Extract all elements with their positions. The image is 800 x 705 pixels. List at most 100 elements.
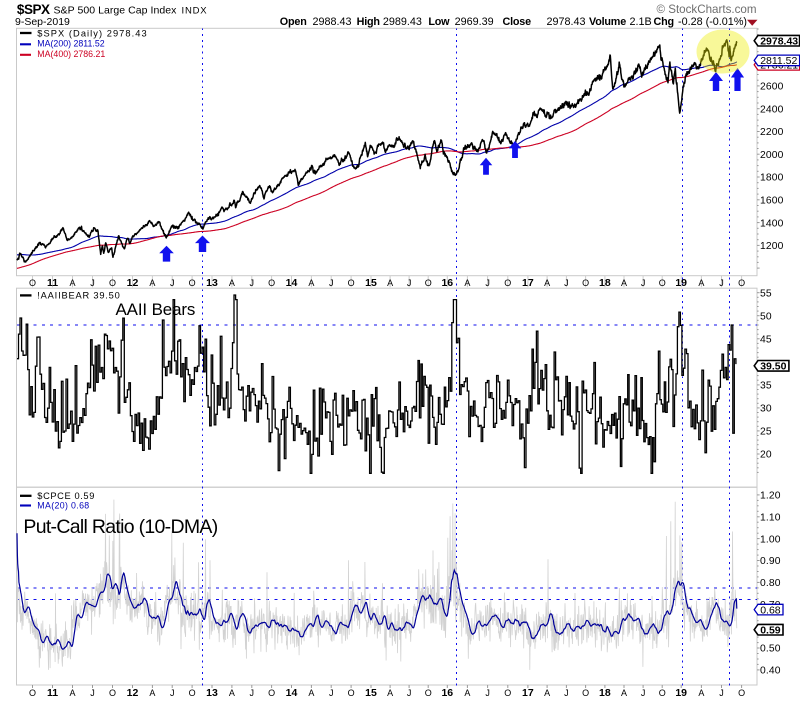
svg-text:9-Sep-2019: 9-Sep-2019 [15, 16, 70, 28]
svg-text:J: J [250, 278, 255, 288]
svg-text:2.1B: 2.1B [630, 16, 652, 28]
svg-text:O: O [582, 688, 589, 698]
svg-text:Volume: Volume [589, 16, 626, 28]
svg-text:50: 50 [760, 311, 772, 322]
svg-text:A: A [229, 278, 235, 288]
svg-text:19: 19 [675, 687, 687, 699]
svg-text:O: O [348, 688, 355, 698]
svg-text:14: 14 [286, 687, 298, 699]
svg-text:J: J [250, 688, 255, 698]
svg-text:O: O [738, 278, 745, 288]
svg-text:O: O [189, 688, 196, 698]
svg-text:J: J [485, 688, 490, 698]
svg-text:A: A [544, 278, 550, 288]
svg-text:A: A [464, 278, 470, 288]
svg-text:A: A [464, 688, 470, 698]
svg-text:J: J [90, 278, 95, 288]
svg-text:J: J [170, 278, 175, 288]
svg-text:20: 20 [760, 450, 772, 461]
svg-text:A: A [308, 278, 314, 288]
svg-text:Put-Call Ratio (10-DMA): Put-Call Ratio (10-DMA) [23, 516, 217, 538]
svg-text:A: A [69, 278, 75, 288]
svg-text:$SPX (Daily) 2978.43: $SPX (Daily) 2978.43 [37, 29, 147, 39]
svg-text:35: 35 [760, 381, 772, 392]
svg-text:13: 13 [206, 687, 218, 699]
svg-text:1800: 1800 [760, 173, 784, 184]
svg-text:25: 25 [760, 427, 772, 438]
svg-text:O: O [659, 688, 666, 698]
svg-text:O: O [189, 278, 196, 288]
svg-text:J: J [170, 688, 175, 698]
svg-text:2000: 2000 [760, 150, 784, 161]
svg-text:J: J [407, 688, 412, 698]
svg-text:1.20: 1.20 [760, 491, 781, 502]
svg-text:J: J [641, 688, 646, 698]
svg-text:0.90: 0.90 [760, 556, 781, 567]
svg-text:Close: Close [503, 16, 532, 28]
svg-text:J: J [564, 278, 569, 288]
svg-text:2978.43: 2978.43 [547, 16, 586, 28]
svg-text:18: 18 [599, 687, 611, 699]
svg-text:13: 13 [206, 277, 218, 289]
svg-text:O: O [504, 688, 511, 698]
svg-text:O: O [348, 278, 355, 288]
svg-text:1.00: 1.00 [760, 534, 781, 545]
svg-text:14: 14 [286, 277, 298, 289]
svg-text:2969.39: 2969.39 [455, 16, 494, 28]
svg-text:-0.28 (-0.01%): -0.28 (-0.01%) [678, 16, 747, 28]
svg-text:17: 17 [522, 277, 534, 289]
svg-text:Chg: Chg [654, 16, 674, 28]
svg-text:A: A [149, 688, 155, 698]
svg-text:$SPX: $SPX [17, 2, 50, 17]
svg-text:J: J [641, 278, 646, 288]
svg-text:A: A [544, 688, 550, 698]
svg-text:2989.43: 2989.43 [383, 16, 422, 28]
svg-text:11: 11 [47, 687, 58, 699]
svg-text:17: 17 [522, 687, 534, 699]
svg-text:O: O [582, 278, 589, 288]
svg-text:Low: Low [428, 16, 450, 28]
svg-text:18: 18 [599, 277, 611, 289]
svg-text:J: J [564, 688, 569, 698]
svg-text:0.80: 0.80 [760, 578, 781, 589]
svg-text:A: A [698, 278, 704, 288]
svg-text:© StockCharts.com: © StockCharts.com [656, 3, 756, 16]
svg-text:A: A [387, 278, 393, 288]
svg-text:A: A [387, 688, 393, 698]
svg-text:O: O [504, 278, 511, 288]
svg-text:High: High [357, 16, 380, 28]
svg-text:19: 19 [675, 277, 687, 289]
svg-text:MA(20) 0.68: MA(20) 0.68 [37, 501, 89, 511]
svg-text:2811.52: 2811.52 [760, 55, 797, 67]
svg-text:0.50: 0.50 [760, 644, 781, 655]
svg-text:1200: 1200 [760, 241, 784, 252]
svg-text:A: A [69, 688, 75, 698]
svg-text:Open: Open [280, 16, 307, 28]
svg-text:A: A [698, 688, 704, 698]
svg-text:!AAIIBEAR 39.50: !AAIIBEAR 39.50 [37, 291, 120, 301]
svg-text:J: J [407, 278, 412, 288]
svg-text:2988.43: 2988.43 [313, 16, 352, 28]
svg-text:2978.43: 2978.43 [760, 35, 798, 47]
svg-text:S&P 500 Large Cap Index: S&P 500 Large Cap Index [54, 5, 178, 17]
svg-text:12: 12 [127, 687, 139, 699]
svg-text:39.50: 39.50 [760, 361, 786, 373]
svg-text:1.10: 1.10 [760, 513, 781, 524]
svg-text:INDX: INDX [182, 6, 208, 17]
svg-text:1600: 1600 [760, 196, 784, 207]
svg-text:12: 12 [127, 277, 139, 289]
svg-text:2400: 2400 [760, 104, 784, 115]
svg-text:2600: 2600 [760, 82, 784, 93]
svg-text:55: 55 [760, 288, 772, 299]
svg-text:15: 15 [365, 687, 377, 699]
svg-text:J: J [719, 688, 724, 698]
svg-text:11: 11 [47, 277, 58, 289]
svg-text:O: O [29, 688, 36, 698]
svg-text:MA(400) 2786.21: MA(400) 2786.21 [37, 49, 105, 59]
svg-text:$CPCE 0.59: $CPCE 0.59 [37, 491, 95, 501]
svg-text:16: 16 [441, 277, 453, 289]
svg-text:0.59: 0.59 [760, 624, 781, 636]
svg-text:J: J [90, 688, 95, 698]
svg-text:AAII Bears: AAII Bears [116, 300, 196, 319]
svg-text:J: J [329, 278, 334, 288]
